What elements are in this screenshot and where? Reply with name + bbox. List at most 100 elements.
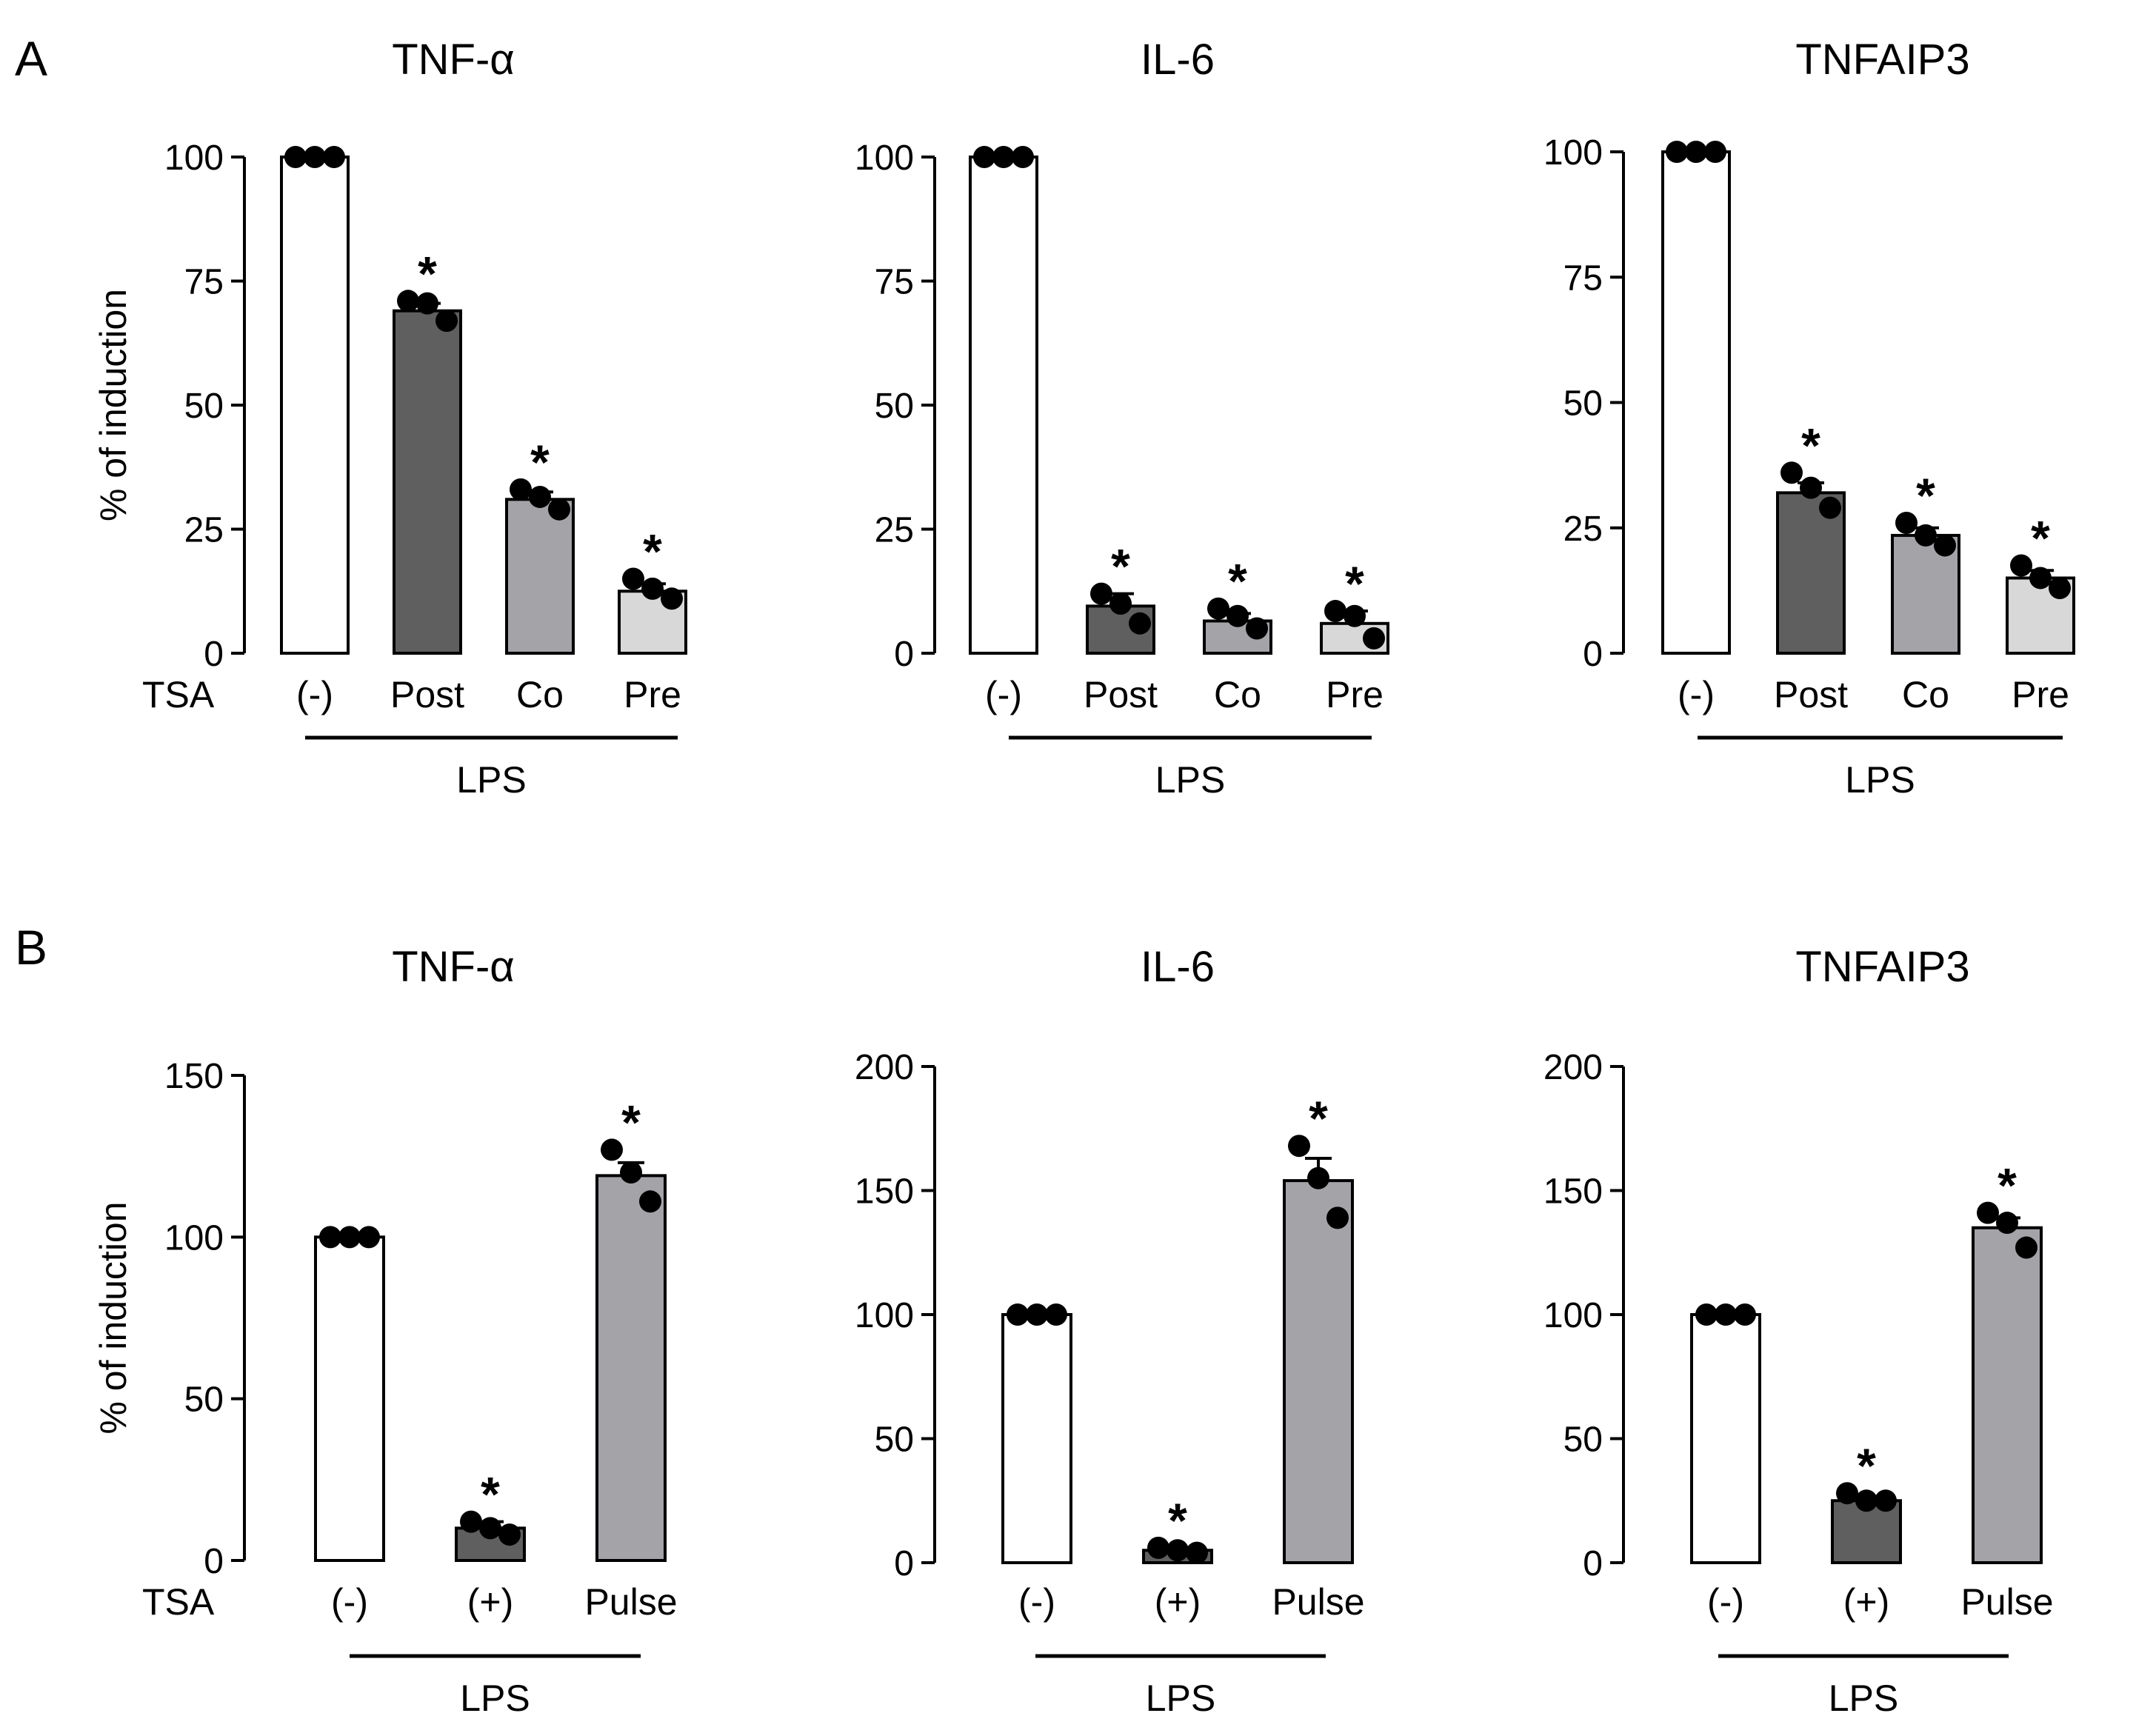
significance-star: * [1309,1091,1328,1146]
y-tick-label: 100 [164,1218,224,1258]
data-point [284,146,307,168]
significance-star: * [621,1095,641,1149]
y-tick-label: 0 [894,635,914,674]
data-point [498,1523,521,1546]
data-point [1800,476,1822,499]
bar-1 [1661,150,1731,655]
category-label: Pulse [584,1581,677,1623]
bar-3 [505,498,575,655]
chart-2: IL-6 0 25 50 75 100 (-) * Post * Co * Pre LPS [855,36,1389,801]
category-label: Pre [1326,674,1384,715]
data-point [397,290,419,313]
category-label: (-) [296,674,333,715]
data-point [1246,617,1268,640]
y-tick-label: 0 [894,1544,914,1583]
data-point [661,587,683,610]
category-label: Post [390,674,464,715]
significance-star: * [1111,539,1130,594]
y-tick-label: 150 [164,1057,224,1096]
data-point [620,1161,642,1184]
category-label: Post [1084,674,1158,715]
data-point [1704,141,1726,163]
data-point [1875,1489,1897,1512]
data-point [1007,1303,1029,1326]
data-point [1855,1489,1878,1512]
chart-title: TNFAIP3 [1795,943,1969,991]
data-point [1090,582,1112,605]
data-point [2049,576,2071,599]
category-label: (+) [1843,1581,1890,1623]
significance-star: * [1916,468,1935,523]
data-point [1012,146,1034,168]
data-point [1109,592,1132,615]
category-label: (-) [985,674,1022,715]
significance-star: * [481,1467,500,1522]
bar-1 [1690,1313,1761,1564]
y-tick-label: 75 [184,263,224,302]
y-tick-label: 100 [855,1296,914,1335]
category-label: (-) [1678,674,1715,715]
y-tick-label: 0 [204,635,224,674]
data-point [1715,1303,1737,1326]
data-point [304,146,326,168]
data-point [1695,1303,1718,1326]
data-point [358,1226,380,1249]
data-point [1895,511,1918,534]
y-tick-label: 25 [184,511,224,550]
chart-4: TNF-α 0 50 100 150 % of induction TSA (-) * (+) * P… [93,943,678,1719]
data-point [510,478,532,501]
data-point [1666,141,1688,163]
data-point [435,310,458,333]
lps-group-label: LPS [1845,759,1915,801]
data-point [1147,1536,1169,1559]
lps-group-label: LPS [456,759,527,801]
y-tick-label: 50 [184,1381,224,1420]
lps-group-label: LPS [1829,1677,1899,1719]
bar-1 [314,1235,385,1563]
category-label: (-) [331,1581,368,1623]
bar-3 [1972,1226,2043,1564]
bar-1 [280,156,350,655]
data-point [1734,1303,1756,1326]
y-axis-label: % of induction [93,289,134,521]
y-tick-label: 50 [184,387,224,426]
panel-label-b: B [15,920,47,975]
chart-6: TNFAIP3 0 50 100 150 200 (-) * (+) * Pulse LPS [1543,943,2054,1719]
significance-star: * [643,524,662,579]
data-point [639,1190,661,1213]
data-point [1915,524,1937,547]
panel-label-a: A [15,31,47,86]
y-tick-label: 0 [1583,635,1603,674]
data-point [622,567,644,590]
data-point [1836,1482,1858,1505]
data-point [1307,1166,1329,1189]
y-axis-label: % of induction [93,1201,134,1434]
data-point [1996,1212,2018,1235]
chart-title: IL-6 [1141,36,1215,84]
y-tick-label: 200 [855,1048,914,1087]
chart-title: TNFAIP3 [1795,36,1969,84]
bar-2 [1776,491,1846,655]
data-point [1129,612,1151,635]
data-point [323,146,345,168]
data-point [460,1510,482,1533]
row-label-tsa: TSA [142,674,215,715]
y-tick-label: 100 [164,138,224,178]
significance-star: * [418,246,437,301]
data-point [2010,554,2032,577]
data-point [992,146,1015,168]
data-point [1934,534,1956,557]
significance-star: * [1801,418,1820,473]
data-point [641,577,664,600]
chart-title: IL-6 [1141,943,1215,991]
significance-star: * [1168,1493,1187,1548]
category-label: Co [1902,674,1949,715]
category-label: Post [1774,674,1848,715]
data-point [1186,1541,1208,1564]
chart-5: IL-6 0 50 100 150 200 (-) * (+) * Pulse LPS [855,943,1365,1719]
data-point [1344,604,1366,627]
data-point [1685,141,1707,163]
chart-title: TNF-α [392,36,515,84]
lps-group-label: LPS [460,1677,530,1719]
charts-layer: TNF-α 0 25 50 75 100 % of induction TSA (-) * Post… [93,36,2075,1719]
